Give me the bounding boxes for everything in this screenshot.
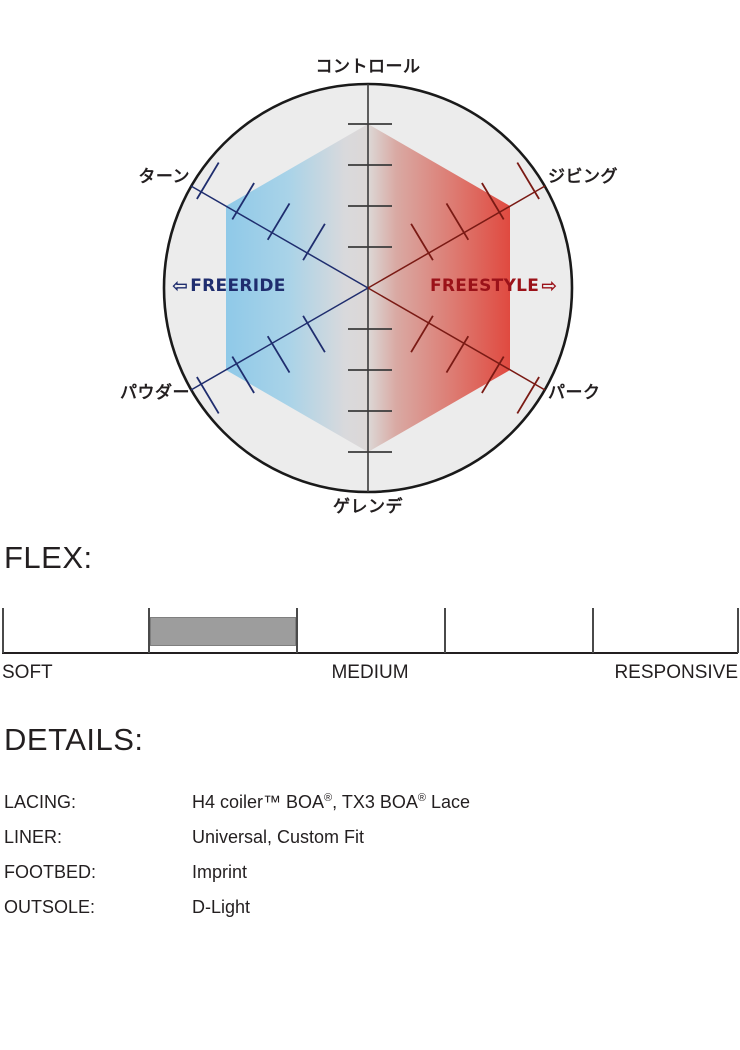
flex-tick-5	[737, 608, 739, 653]
radar-ticks-turn	[196, 162, 326, 261]
table-row: OUTSOLE: D-Light	[0, 897, 740, 932]
radar-axis-jibbing	[367, 185, 546, 289]
radar-ticks-park	[410, 315, 540, 414]
details-section: DETAILS: LACING: H4 coiler™ BOA®, TX3 BO…	[0, 722, 740, 932]
radar-ticks-control	[348, 123, 392, 248]
freestyle-tag: FREESTYLE ⇨	[430, 276, 557, 296]
radar-ticks-powder	[196, 315, 326, 414]
detail-key-liner: LINER:	[4, 827, 63, 847]
flex-scale-bar	[0, 608, 740, 654]
flex-scale-labels: SOFT MEDIUM RESPONSIVE	[0, 662, 740, 688]
radar-axis-label-powder: パウダー	[120, 383, 190, 403]
riding-style-radar-chart: コントロール ジビング パーク ゲレンデ パウダー ターン ⇦ FREERIDE…	[120, 57, 618, 517]
detail-key-lacing: LACING:	[4, 792, 77, 812]
radar-chart-svg	[162, 82, 574, 494]
details-heading: DETAILS:	[4, 722, 144, 757]
flex-value-indicator	[150, 617, 296, 646]
detail-value-lacing: H4 coiler™ BOA®, TX3 BOA® Lace	[192, 792, 471, 812]
flex-tick-1	[148, 608, 150, 653]
radar-axis-powder	[190, 287, 369, 391]
arrow-right-icon: ⇨	[541, 274, 558, 297]
table-row: LINER: Universal, Custom Fit	[0, 827, 740, 862]
detail-key-footbed: FOOTBED:	[4, 862, 97, 882]
flex-tick-0	[2, 608, 4, 653]
flex-baseline	[2, 652, 738, 654]
radar-axis-label-park: パーク	[548, 383, 601, 403]
flex-tick-2	[296, 608, 298, 653]
flex-label-responsive: RESPONSIVE	[614, 662, 738, 683]
radar-axis-label-geraende: ゲレンデ	[333, 497, 403, 517]
radar-ticks-geraende	[348, 328, 392, 453]
flex-label-medium: MEDIUM	[331, 662, 409, 683]
freeride-tag: ⇦ FREERIDE	[172, 276, 286, 296]
flex-label-soft: SOFT	[2, 662, 53, 683]
freestyle-tag-label: FREESTYLE	[430, 276, 540, 296]
flex-tick-3	[444, 608, 446, 653]
radar-axis-label-control: コントロール	[315, 57, 421, 77]
detail-value-outsole: D-Light	[192, 897, 251, 917]
flex-heading: FLEX:	[4, 540, 93, 575]
radar-axis-turn	[190, 185, 369, 289]
details-table: LACING: H4 coiler™ BOA®, TX3 BOA® Lace L…	[0, 792, 740, 932]
flex-tick-4	[592, 608, 594, 653]
detail-value-footbed: Imprint	[192, 862, 248, 882]
radar-ticks-jibbing	[410, 162, 540, 261]
radar-axis-park	[367, 287, 546, 391]
table-row: FOOTBED: Imprint	[0, 862, 740, 897]
radar-axis-label-jibbing: ジビング	[548, 167, 618, 187]
arrow-left-icon: ⇦	[172, 274, 189, 297]
table-row: LACING: H4 coiler™ BOA®, TX3 BOA® Lace	[0, 792, 740, 827]
detail-key-outsole: OUTSOLE:	[4, 897, 96, 917]
flex-section: FLEX: SOFT MEDIUM RESPONSIVE	[0, 540, 740, 688]
freeride-tag-label: FREERIDE	[190, 276, 286, 296]
radar-axis-label-turn: ターン	[138, 167, 190, 187]
detail-value-liner: Universal, Custom Fit	[192, 827, 365, 847]
